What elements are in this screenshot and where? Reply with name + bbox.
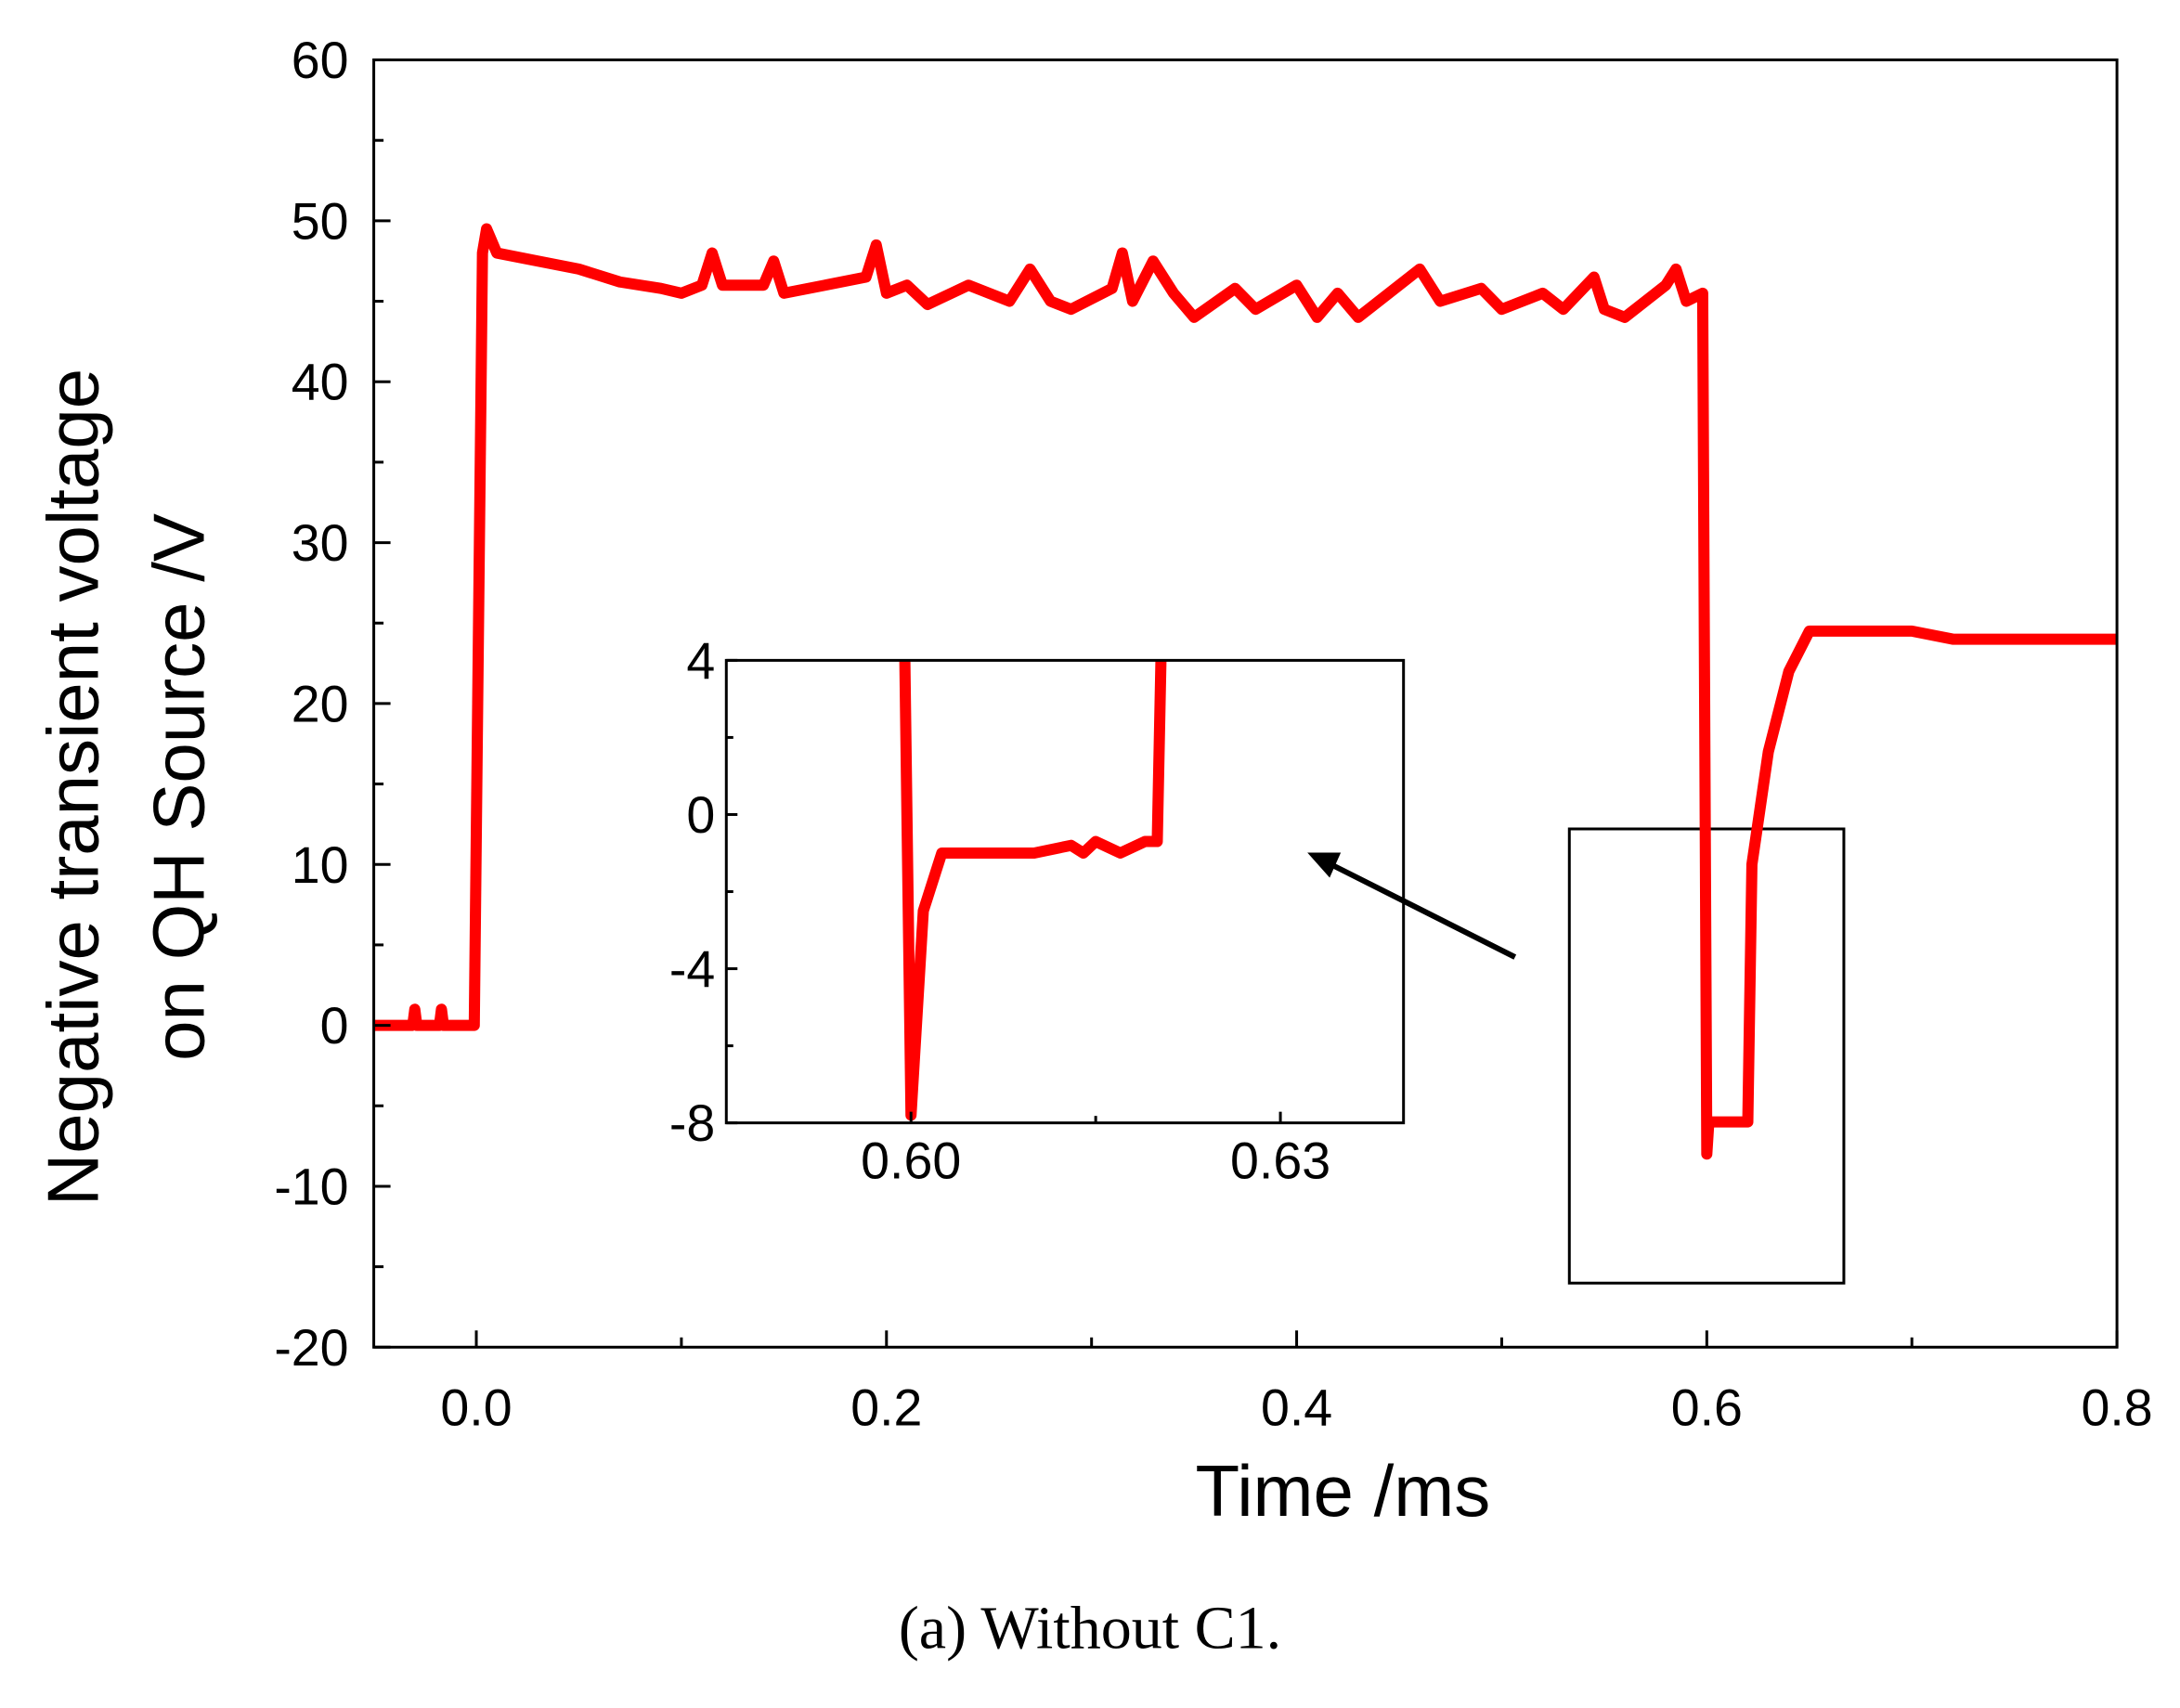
x-tick-label: 0.4 xyxy=(1261,1378,1332,1436)
x-tick-label: 0.8 xyxy=(2082,1378,2153,1436)
y-tick-label: -4 xyxy=(669,940,715,998)
y-tick-label: 10 xyxy=(292,836,349,894)
y-tick-label: 20 xyxy=(292,675,349,732)
y-axis-label: on QH Source /V xyxy=(137,513,219,1061)
plot-frame xyxy=(724,658,1406,1125)
caption: (a) Without C1. xyxy=(899,1594,1281,1662)
x-tick-label: 0.6 xyxy=(1671,1378,1743,1436)
x-tick-label: 0.0 xyxy=(440,1378,512,1436)
y-tick-label: 0 xyxy=(686,786,715,844)
arrow-head xyxy=(1307,852,1342,878)
y-tick-label: 30 xyxy=(292,514,349,572)
y-tick-label: -20 xyxy=(274,1319,348,1377)
data-line xyxy=(899,660,1167,1121)
y-tick-label: 4 xyxy=(686,632,715,690)
x-axis-label: Time /ms xyxy=(1195,1450,1490,1532)
x-tick-label: 0.60 xyxy=(861,1132,961,1190)
x-tick-label: 0.2 xyxy=(850,1378,922,1436)
y-tick-label: 60 xyxy=(292,32,349,89)
y-tick-label: 0 xyxy=(320,997,349,1055)
y-tick-label: -8 xyxy=(669,1094,715,1152)
x-tick-label: 0.63 xyxy=(1230,1132,1330,1190)
y-tick-label: 50 xyxy=(292,192,349,250)
data-line xyxy=(373,223,2118,1160)
y-axis-label: Negative transient voltage xyxy=(32,369,113,1206)
y-tick-label: 40 xyxy=(292,354,349,411)
arrow-shaft xyxy=(1325,860,1517,960)
y-tick-label: -10 xyxy=(274,1158,348,1215)
